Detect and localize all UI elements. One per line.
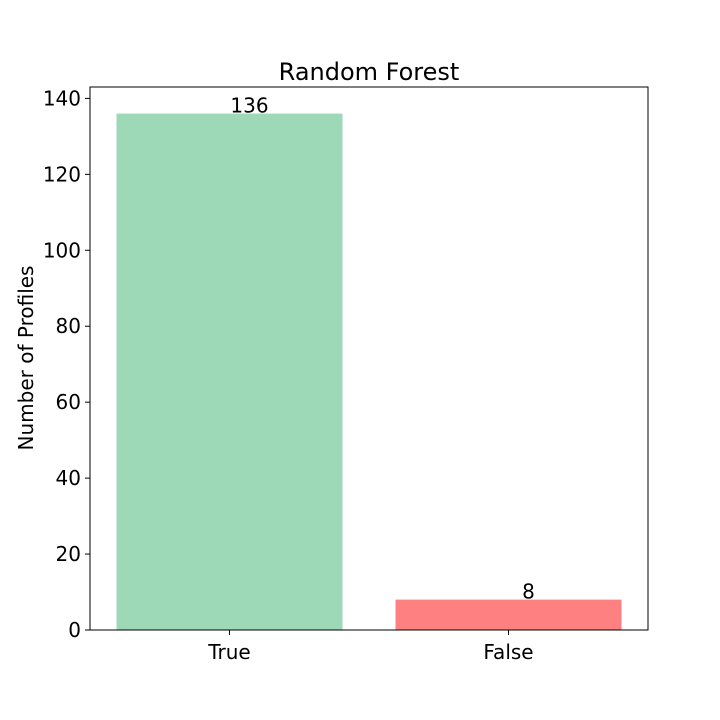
- y-tick-label: 40: [56, 466, 81, 490]
- y-tick-label: 120: [43, 162, 81, 186]
- bars-group: [116, 113, 622, 630]
- y-tick-label: 20: [56, 542, 81, 566]
- y-tick-label: 80: [56, 314, 81, 338]
- x-axis-ticks: True False: [207, 630, 534, 664]
- y-tick-label: 60: [56, 390, 81, 414]
- chart-title: Random Forest: [279, 58, 460, 86]
- bar-true: [116, 113, 343, 630]
- x-tick-label: True: [207, 640, 250, 664]
- x-tick-label: False: [483, 640, 533, 664]
- bar-false: [395, 599, 622, 630]
- y-tick-label: 0: [68, 618, 81, 642]
- y-tick-label: 100: [43, 238, 81, 262]
- y-tick-label: 140: [43, 86, 81, 110]
- y-axis-label: Number of Profiles: [14, 266, 38, 451]
- data-labels-group: 136 8: [230, 94, 534, 604]
- y-axis-ticks: 0 20 40 60 80 100 120 140: [43, 86, 90, 642]
- data-label-true: 136: [230, 94, 268, 118]
- plot-frame: [89, 86, 649, 631]
- data-label-false: 8: [522, 580, 535, 604]
